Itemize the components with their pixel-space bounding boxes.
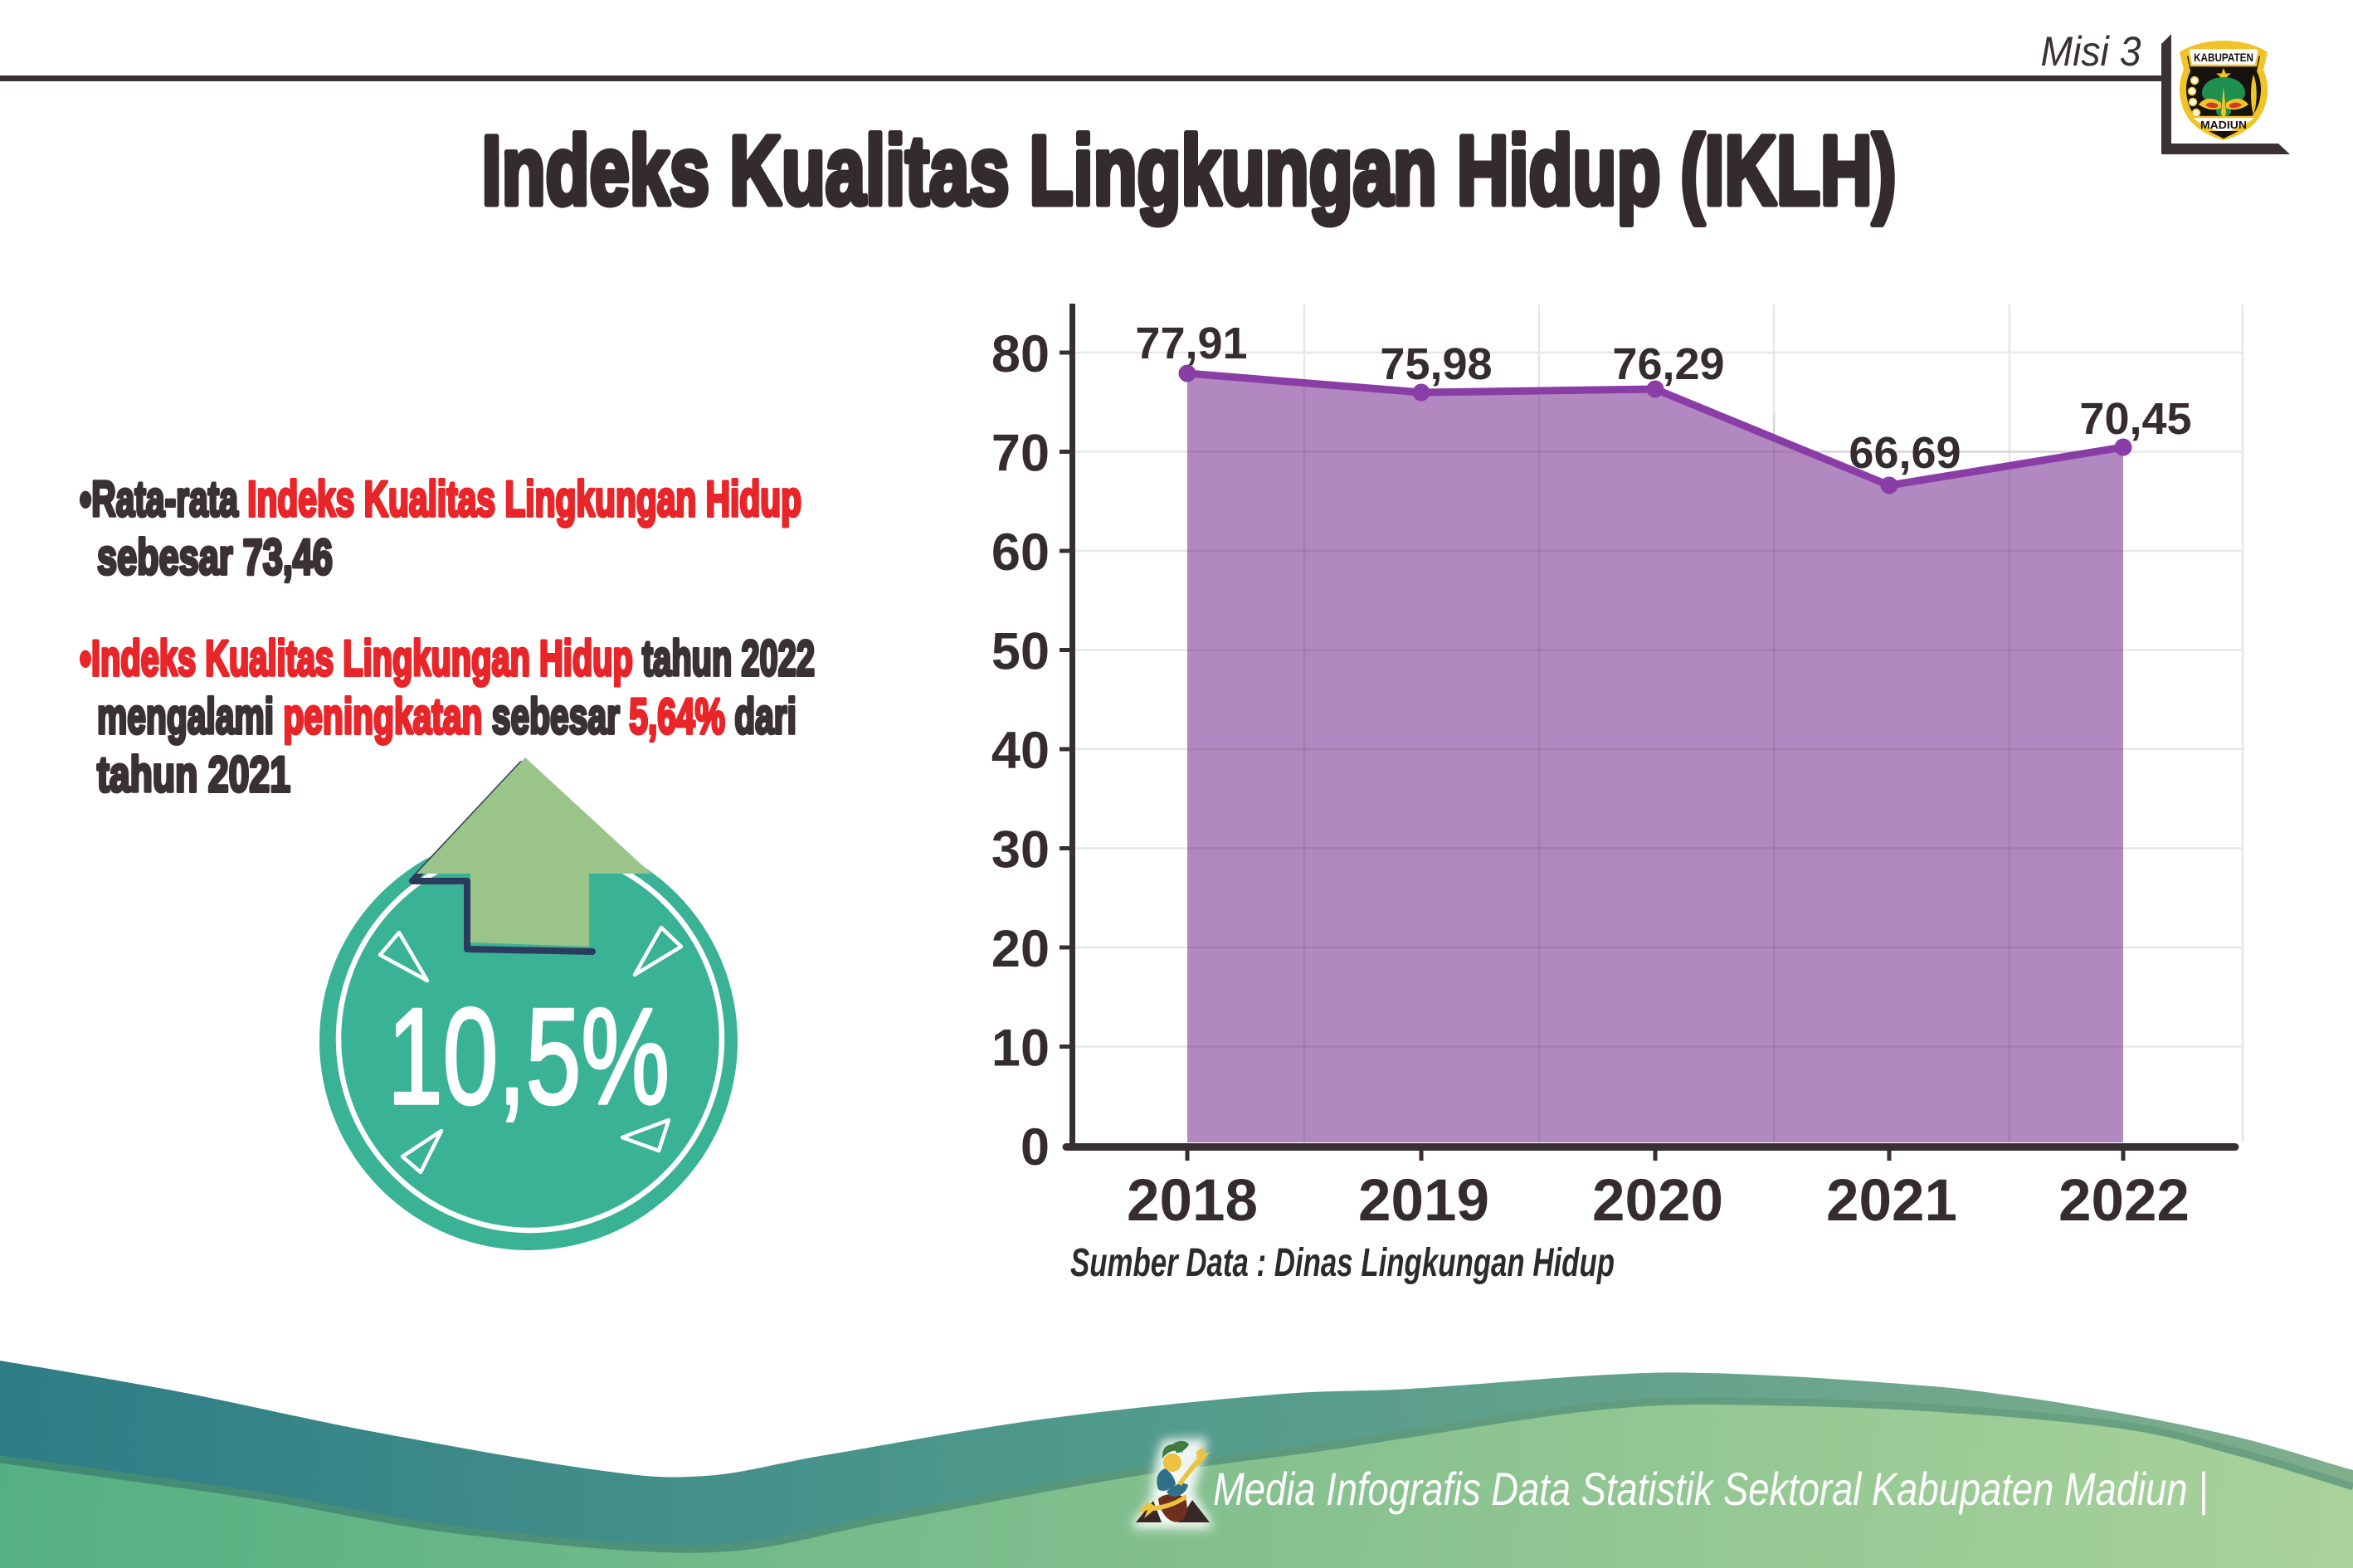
svg-text:70,45: 70,45	[2079, 394, 2191, 444]
svg-text:Sumber Data : Dinas Lingkungan: Sumber Data : Dinas Lingkungan Hidup	[1070, 1241, 1615, 1285]
svg-text:Indeks Kualitas Lingkungan Hid: Indeks Kualitas Lingkungan Hidup (IKLH)	[482, 116, 1897, 226]
svg-text:2021: 2021	[1826, 1168, 1957, 1234]
svg-text:20: 20	[991, 920, 1050, 978]
svg-text:Media Infografis Data Statisti: Media Infografis Data Statistik Sektoral…	[1213, 1463, 2208, 1516]
svg-text:66,69: 66,69	[1849, 428, 1961, 478]
svg-text:30: 30	[991, 821, 1050, 879]
svg-text:Misi 3: Misi 3	[2041, 28, 2141, 75]
svg-text:2019: 2019	[1358, 1168, 1489, 1234]
svg-text:70: 70	[991, 425, 1050, 483]
svg-text:76,29: 76,29	[1612, 339, 1724, 389]
svg-text:sebesar 73,46: sebesar 73,46	[97, 529, 333, 585]
svg-text:10: 10	[991, 1020, 1050, 1078]
svg-text:2020: 2020	[1592, 1168, 1723, 1234]
svg-text:50: 50	[991, 623, 1050, 681]
svg-text:80: 80	[991, 325, 1050, 383]
svg-text:40: 40	[991, 722, 1050, 780]
svg-text:75,98: 75,98	[1380, 339, 1492, 389]
svg-text:KABUPATEN: KABUPATEN	[2194, 51, 2253, 64]
svg-text:tahun 2021: tahun 2021	[97, 747, 290, 802]
svg-text:mengalami peningkatan sebesar: mengalami peningkatan sebesar 5,64% dari	[97, 689, 797, 744]
svg-text:0: 0	[1021, 1118, 1050, 1176]
svg-text:77,91: 77,91	[1135, 319, 1247, 368]
svg-text:•Rata-rata Indeks Kualitas Lin: •Rata-rata Indeks Kualitas Lingkungan Hi…	[80, 471, 801, 527]
svg-text:2018: 2018	[1127, 1168, 1258, 1234]
svg-text:•Indeks Kualitas Lingkungan Hi: •Indeks Kualitas Lingkungan Hidup tahun …	[80, 631, 815, 686]
svg-text:10,5%: 10,5%	[387, 980, 670, 1132]
svg-text:2022: 2022	[2058, 1168, 2190, 1234]
svg-text:MADIUN: MADIUN	[2200, 119, 2247, 131]
svg-text:60: 60	[991, 523, 1050, 582]
